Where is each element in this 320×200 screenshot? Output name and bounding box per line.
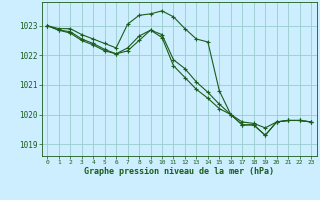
X-axis label: Graphe pression niveau de la mer (hPa): Graphe pression niveau de la mer (hPa) [84, 167, 274, 176]
